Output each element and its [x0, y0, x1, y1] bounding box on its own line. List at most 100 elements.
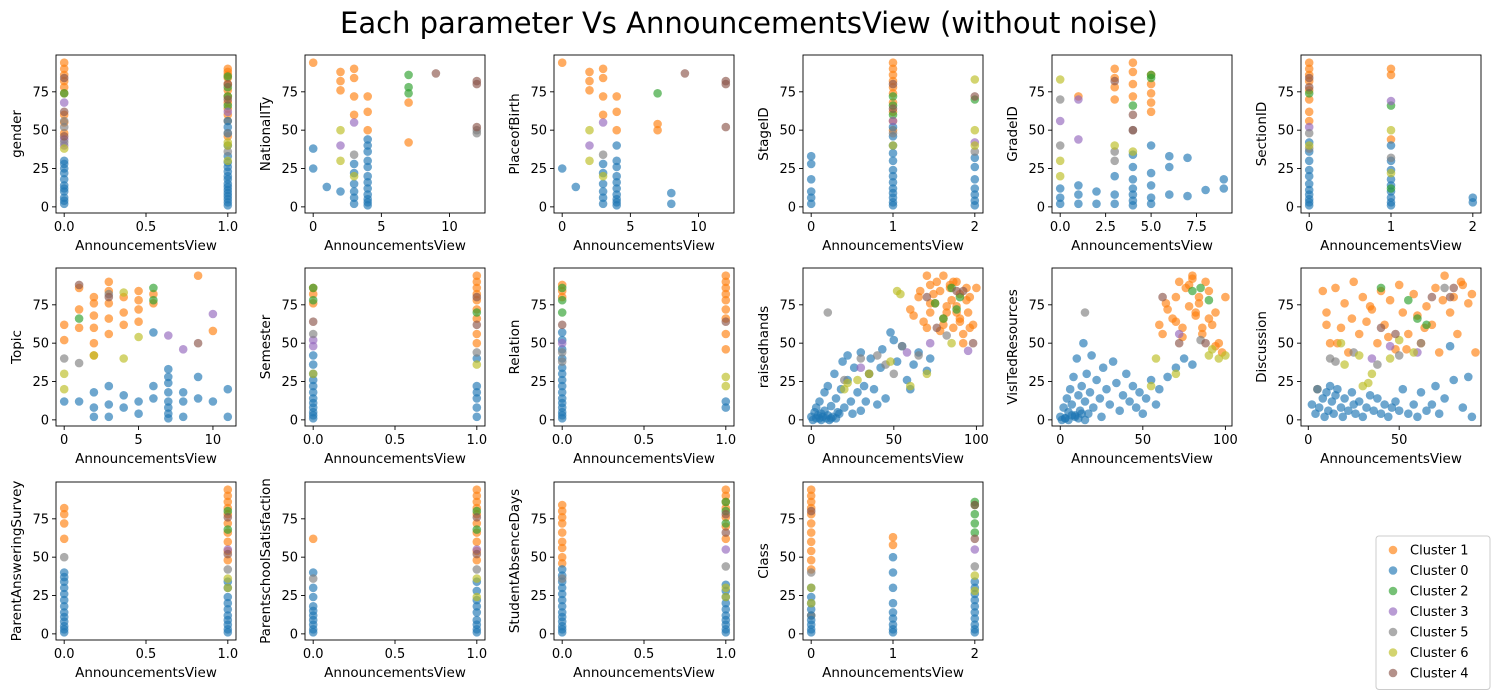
data-point [1427, 292, 1437, 302]
series-cluster-3 [856, 338, 973, 373]
x-axis-label: AnnouncementsView [1071, 238, 1213, 254]
series-cluster-1 [557, 271, 731, 354]
x-axis-label: AnnouncementsView [324, 238, 466, 254]
data-point [888, 178, 898, 187]
y-tick-label: 75 [32, 298, 49, 313]
x-tick-label: 1 [889, 647, 897, 662]
axes-frame [55, 481, 237, 641]
data-point [164, 364, 173, 374]
data-point [856, 354, 866, 363]
data-point [308, 289, 318, 299]
data-point [1438, 295, 1448, 305]
data-point [134, 317, 143, 327]
data-point [1155, 320, 1164, 330]
data-point [223, 598, 233, 608]
data-point [1304, 64, 1314, 74]
data-point [119, 403, 128, 412]
data-point [1074, 135, 1083, 144]
data-point [1128, 196, 1138, 205]
data-point [1386, 125, 1396, 135]
y-tick-label: 25 [32, 589, 49, 604]
x-tick-label: 10 [690, 220, 707, 235]
series-cluster-1 [557, 485, 731, 568]
data-point [134, 332, 143, 342]
data-point [909, 360, 918, 369]
x-tick-label: 5 [377, 220, 385, 235]
data-point [557, 308, 567, 317]
y-tick-label: 25 [281, 375, 298, 390]
axes-frame [55, 54, 237, 214]
data-point [149, 328, 158, 337]
legend-label: Cluster 0 [1410, 564, 1469, 579]
data-point [1445, 292, 1455, 302]
y-tick-label: 25 [32, 375, 49, 390]
data-point [1198, 323, 1207, 333]
x-tick-label: 10 [441, 220, 458, 235]
data-point [806, 175, 816, 184]
series-cluster-6 [806, 571, 980, 608]
data-point [1201, 338, 1210, 348]
data-point [942, 302, 951, 311]
data-point [598, 199, 608, 209]
x-tick-label: 0 [1305, 220, 1313, 235]
data-point [164, 403, 173, 412]
data-point [223, 549, 233, 559]
data-point [1098, 363, 1108, 373]
data-point [970, 75, 980, 84]
x-axis-label: AnnouncementsView [822, 665, 964, 681]
series-cluster-4 [308, 292, 482, 330]
data-point [1464, 372, 1473, 382]
y-tick-label: 0 [1286, 413, 1294, 428]
data-point [472, 354, 482, 363]
data-point [1146, 79, 1156, 89]
axes-frame [1300, 267, 1482, 427]
data-point [59, 175, 69, 184]
data-point [308, 164, 318, 173]
data-point [557, 608, 567, 617]
data-point [888, 171, 898, 181]
x-axis-label: AnnouncementsView [1071, 451, 1213, 467]
x-tick-label: 1.0 [217, 647, 238, 662]
series-cluster-4 [1376, 283, 1458, 339]
data-point [223, 565, 233, 574]
data-point [472, 412, 482, 422]
y-tick-label: 50 [779, 337, 796, 352]
data-point [557, 338, 567, 348]
data-point [970, 175, 980, 184]
data-point [1458, 403, 1468, 412]
y-tick-label: 75 [32, 85, 49, 100]
data-point [963, 346, 973, 356]
data-point [1146, 141, 1156, 150]
data-point [1307, 400, 1317, 409]
data-point [721, 317, 731, 327]
subplot-GradeID: 0.0 2.5 5.0 7.5 0 25 50 75 AnnouncementsView Grad… [1005, 54, 1233, 254]
data-point [223, 122, 233, 132]
data-point [1055, 75, 1065, 84]
data-point [223, 412, 233, 422]
data-point [806, 497, 816, 507]
data-point [1365, 302, 1375, 311]
y-axis-label: raisedhands [756, 306, 772, 388]
data-point [843, 378, 852, 388]
data-point [721, 397, 731, 406]
axes-frame [304, 481, 486, 641]
data-point [223, 384, 233, 394]
data-point [557, 559, 567, 568]
data-point [59, 98, 69, 107]
data-point [826, 401, 836, 411]
x-tick-label: 1.0 [715, 433, 736, 448]
series-cluster-6 [308, 360, 482, 379]
data-point [557, 375, 567, 385]
data-point [59, 58, 69, 67]
data-point [59, 552, 69, 562]
series-cluster-6 [472, 574, 482, 602]
x-tick-label: 0.5 [385, 647, 406, 662]
data-point [1146, 98, 1156, 107]
data-point [1325, 381, 1335, 391]
data-point [1146, 89, 1156, 98]
y-tick-label: 50 [281, 124, 298, 139]
subplot-Class: 0 1 2 0 25 50 75 AnnouncementsView Class [756, 481, 984, 681]
data-point [1322, 320, 1331, 330]
data-point [472, 348, 482, 357]
data-point [557, 328, 567, 337]
